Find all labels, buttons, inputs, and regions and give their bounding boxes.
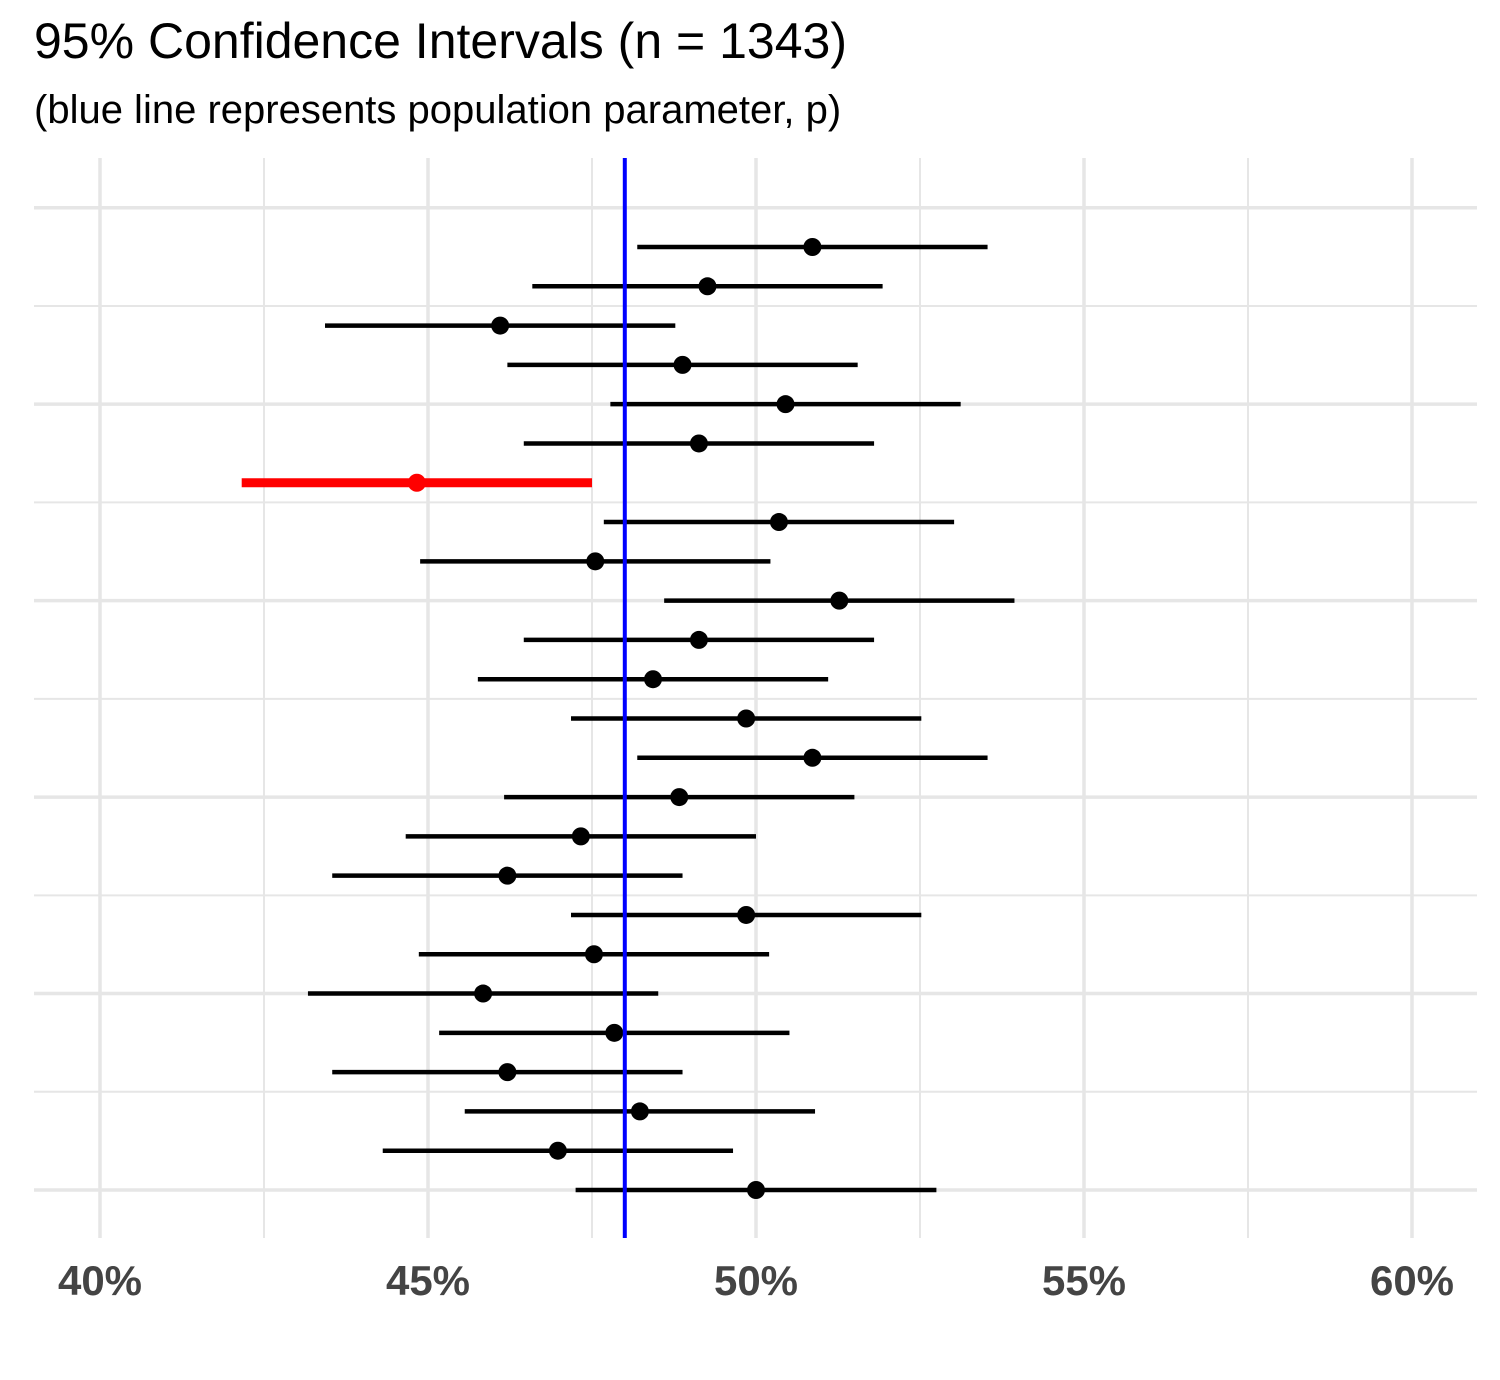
confidence-interval: [307, 984, 659, 1003]
point-estimate: [605, 1023, 624, 1042]
confidence-interval: [610, 395, 961, 414]
point-estimate: [769, 513, 788, 532]
confidence-interval: [664, 591, 1015, 610]
confidence-interval: [439, 1023, 790, 1042]
chart-subtitle: (blue line represents population paramet…: [34, 88, 842, 132]
x-tick-label: 55%: [1042, 1257, 1126, 1304]
confidence-interval: [332, 1063, 683, 1082]
point-estimate: [698, 277, 717, 296]
confidence-interval: [571, 905, 922, 924]
confidence-interval: [637, 238, 988, 256]
point-estimate: [803, 748, 822, 767]
point-estimate: [644, 670, 663, 689]
x-tick-label: 40%: [58, 1257, 142, 1304]
x-axis-tick-labels: 40% 45% 50% 55% 60%: [58, 1257, 1454, 1304]
confidence-interval: [382, 1141, 734, 1160]
confidence-interval: [575, 1181, 937, 1199]
confidence-interval: [507, 355, 858, 374]
confidence-interval: [405, 827, 756, 846]
point-estimate: [571, 827, 590, 846]
point-estimate: [673, 355, 692, 374]
confidence-interval: [332, 866, 683, 885]
confidence-interval: [532, 277, 883, 296]
confidence-interval: [603, 513, 955, 532]
confidence-interval: [504, 788, 855, 807]
point-estimate: [498, 1063, 517, 1082]
point-estimate: [747, 1181, 765, 1199]
point-estimate: [737, 905, 756, 924]
x-tick-label: 45%: [386, 1257, 470, 1304]
point-estimate: [491, 316, 510, 335]
point-estimate: [407, 473, 426, 492]
point-estimate: [474, 984, 493, 1003]
point-estimate: [548, 1141, 567, 1160]
confidence-interval: [637, 748, 988, 767]
confidence-interval: [418, 945, 770, 964]
chart-title: 95% Confidence Intervals (n = 1343): [34, 13, 847, 69]
point-estimate: [803, 238, 822, 256]
point-estimate: [776, 395, 795, 414]
confidence-interval: [464, 1102, 816, 1121]
point-estimate: [689, 434, 708, 453]
confidence-interval: [523, 630, 875, 649]
point-estimate: [830, 591, 849, 610]
confidence-interval: [523, 434, 875, 453]
point-estimate: [737, 709, 756, 728]
point-estimate: [689, 630, 708, 649]
x-tick-label: 50%: [714, 1257, 798, 1304]
confidence-interval: [420, 552, 771, 571]
grid-lines: [34, 158, 1477, 1238]
x-tick-label: 60%: [1370, 1257, 1454, 1304]
confidence-interval: [325, 316, 676, 335]
point-estimate: [670, 788, 689, 807]
point-estimate: [630, 1102, 649, 1121]
confidence-interval: [241, 473, 592, 492]
confidence-interval: [477, 670, 829, 689]
point-estimate: [498, 866, 517, 885]
interval-series: [241, 238, 1015, 1199]
point-estimate: [586, 552, 605, 571]
point-estimate: [584, 945, 603, 964]
confidence-interval: [571, 709, 922, 728]
